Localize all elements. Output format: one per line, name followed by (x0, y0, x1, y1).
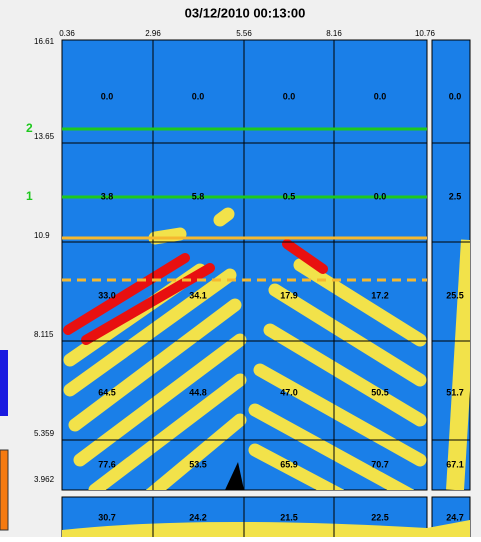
line-label: 1 (26, 189, 33, 203)
total-value: 67.1 (446, 459, 464, 469)
x-axis-label: 2.96 (145, 29, 161, 38)
screen: 03/12/2010 00:13:00 0.36 2.96 5.56 8.16 10.7… (0, 0, 481, 537)
side-widget (0, 350, 8, 416)
cell-value: 17.9 (280, 290, 298, 300)
cell-value: 70.7 (371, 459, 389, 469)
cell-value: 34.1 (189, 290, 207, 300)
cell-value: 21.5 (280, 512, 298, 522)
cell-value: 50.5 (371, 387, 389, 397)
y-axis-label: 10.9 (34, 231, 50, 240)
total-value: 51.7 (446, 387, 464, 397)
side-widget (0, 450, 8, 530)
cell-value: 0.0 (101, 91, 114, 101)
cell-value: 0.0 (374, 91, 387, 101)
total-value: 2.5 (449, 191, 462, 201)
x-axis-label: 5.56 (236, 29, 252, 38)
cell-value: 3.8 (101, 191, 114, 201)
total-value: 25.5 (446, 290, 464, 300)
y-axis-label: 16.61 (34, 37, 55, 46)
x-axis-label: 0.36 (59, 29, 75, 38)
cell-value: 64.5 (98, 387, 116, 397)
cell-value: 47.0 (280, 387, 298, 397)
cell-value: 5.8 (192, 191, 205, 201)
title: 03/12/2010 00:13:00 (185, 5, 306, 20)
cell-value: 44.8 (189, 387, 207, 397)
cell-value: 24.2 (189, 512, 207, 522)
cell-value: 0.0 (192, 91, 205, 101)
cell-value: 0.0 (374, 191, 387, 201)
cell-value: 22.5 (371, 512, 389, 522)
x-axis-label: 10.76 (415, 29, 436, 38)
cell-value: 0.0 (283, 91, 296, 101)
cell-value: 33.0 (98, 290, 116, 300)
line-label: 2 (26, 121, 33, 135)
y-axis-label: 13.65 (34, 132, 55, 141)
cell-value: 53.5 (189, 459, 207, 469)
y-axis-label: 8.115 (34, 330, 54, 339)
cell-value: 77.6 (98, 459, 116, 469)
cell-value: 0.5 (283, 191, 296, 201)
y-axis-label: 5.359 (34, 429, 55, 438)
total-value: 24.7 (446, 512, 464, 522)
x-axis-label: 8.16 (326, 29, 342, 38)
cell-value: 17.2 (371, 290, 389, 300)
cell-value: 30.7 (98, 512, 116, 522)
y-axis-label: 3.962 (34, 475, 55, 484)
cell-value: 65.9 (280, 459, 298, 469)
total-value: 0.0 (449, 91, 462, 101)
